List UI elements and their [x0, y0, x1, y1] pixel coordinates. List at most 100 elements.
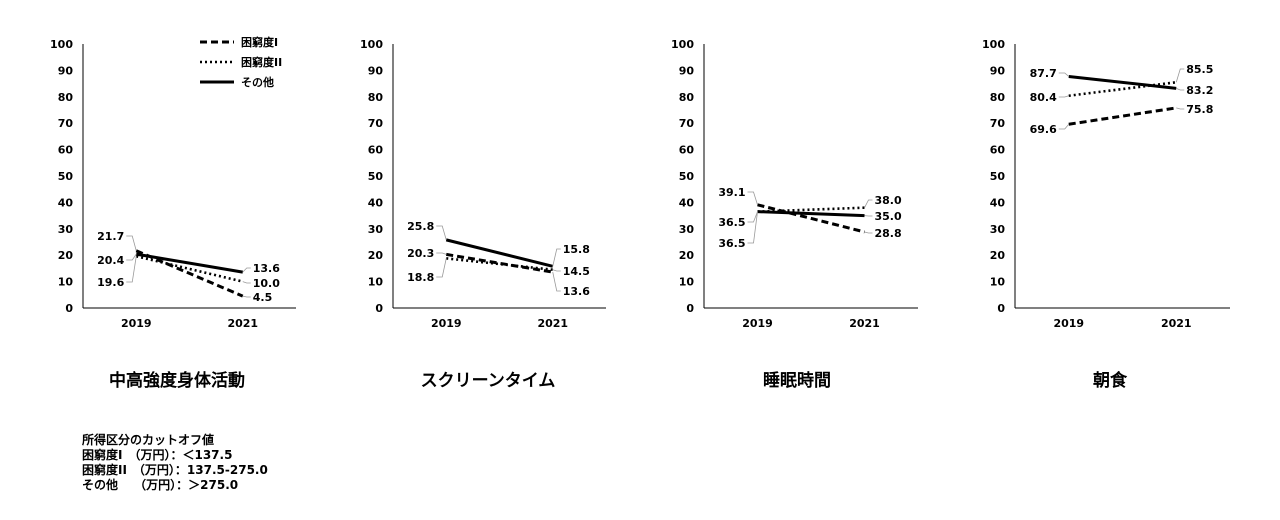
data-label: 20.3 — [407, 247, 434, 260]
y-tick-label: 100 — [982, 38, 1005, 51]
y-tick-label: 100 — [360, 38, 383, 51]
chart-1: 0 10 20 30 40 50 60 70 80 90 100 2019 2021 21.7 19.6 20… — [50, 38, 296, 391]
leader-line — [126, 235, 137, 251]
y-tick-label: 80 — [368, 91, 384, 104]
y-tick-label: 60 — [58, 144, 74, 157]
y-tick-label: 80 — [679, 91, 695, 104]
y-tick-label: 10 — [368, 276, 384, 289]
y-tick-label: 10 — [58, 276, 74, 289]
data-label: 36.5 — [718, 216, 745, 229]
data-label: 15.8 — [563, 243, 590, 256]
y-tick-label: 20 — [990, 249, 1006, 262]
x-tick-label: 2019 — [121, 317, 152, 330]
data-label: 13.6 — [563, 285, 590, 298]
series-line — [446, 252, 553, 274]
legend-label: その他 — [241, 75, 274, 89]
x-tick-label: 2019 — [742, 317, 773, 330]
y-tick-label: 40 — [990, 196, 1006, 209]
leader-line — [436, 258, 447, 278]
series-line — [1068, 74, 1177, 90]
chart-3: 0 10 20 30 40 50 60 70 80 90 100 2019 2021 39.1 36.5 36… — [671, 38, 918, 391]
y-tick-label: 0 — [686, 302, 694, 315]
y-tick-label: 0 — [997, 302, 1005, 315]
note-line-1: 困窮度I （万円）：＜137.5 — [82, 448, 233, 462]
series-line — [136, 252, 243, 274]
series-line — [445, 238, 554, 268]
y-tick-label: 70 — [58, 117, 74, 130]
leader-line — [1058, 123, 1070, 130]
cutoff-note: 所得区分のカットオフ値 困窮度I （万円）：＜137.5 困窮度II （万円）：… — [82, 433, 268, 493]
y-tick-label: 30 — [368, 223, 384, 236]
leader-line — [747, 191, 758, 205]
y-tick-label: 60 — [990, 144, 1006, 157]
chart-title: 朝食 — [1093, 370, 1128, 391]
chart-2: 0 10 20 30 40 50 60 70 80 90 100 2019 2021 20.3 18.8 25… — [360, 38, 606, 391]
leader-line — [864, 231, 873, 234]
y-tick-label: 70 — [679, 117, 695, 130]
y-tick-label: 0 — [65, 302, 73, 315]
y-tick-label: 90 — [368, 64, 384, 77]
y-tick-label: 20 — [368, 249, 384, 262]
y-tick-label: 90 — [990, 64, 1006, 77]
series-line — [1068, 106, 1177, 126]
y-tick-label: 50 — [368, 170, 384, 183]
chart-title: スクリーンタイム — [421, 371, 556, 391]
y-tick-label: 30 — [679, 223, 695, 236]
series-line — [757, 210, 865, 218]
x-tick-label: 2019 — [431, 317, 462, 330]
y-tick-label: 60 — [368, 144, 384, 157]
data-label: 87.7 — [1030, 67, 1057, 80]
y-tick-label: 70 — [368, 117, 384, 130]
leader-line — [436, 252, 447, 255]
leader-line — [242, 295, 251, 298]
data-label: 69.6 — [1030, 123, 1057, 136]
y-tick-label: 20 — [679, 249, 695, 262]
leader-line — [126, 256, 137, 283]
legend: 困窮度I 困窮度II その他 — [200, 35, 282, 89]
leader-line — [242, 267, 251, 273]
series-line — [135, 249, 244, 298]
data-label: 25.8 — [407, 220, 434, 233]
data-label: 21.7 — [97, 230, 124, 243]
leader-line — [552, 248, 561, 267]
legend-label: 困窮度I — [241, 35, 278, 49]
y-tick-label: 50 — [990, 170, 1006, 183]
leader-line — [864, 199, 873, 208]
data-label: 10.0 — [253, 277, 280, 290]
data-label: 75.8 — [1186, 103, 1213, 116]
y-tick-label: 50 — [679, 170, 695, 183]
leader-line — [1176, 107, 1185, 110]
data-label: 18.8 — [407, 271, 434, 284]
y-tick-label: 10 — [679, 276, 695, 289]
y-tick-label: 40 — [58, 196, 74, 209]
data-label: 20.4 — [97, 254, 124, 267]
data-label: 80.4 — [1030, 91, 1057, 104]
data-label: 38.0 — [875, 194, 902, 207]
data-label: 39.1 — [718, 186, 745, 199]
y-tick-label: 30 — [990, 223, 1006, 236]
legend-label: 困窮度II — [241, 55, 282, 69]
data-label: 36.5 — [718, 237, 745, 250]
leader-line — [126, 253, 137, 261]
data-label: 13.6 — [253, 262, 280, 275]
y-tick-label: 90 — [58, 64, 74, 77]
y-tick-label: 30 — [58, 223, 74, 236]
data-label: 35.0 — [875, 210, 902, 223]
leader-line — [1175, 68, 1185, 83]
series-line — [1068, 80, 1177, 98]
note-line-3: その他 （万円）：＞275.0 — [82, 478, 239, 492]
data-label: 19.6 — [97, 276, 124, 289]
y-tick-label: 90 — [679, 64, 695, 77]
leader-line — [1058, 72, 1070, 77]
y-tick-label: 80 — [58, 91, 74, 104]
x-tick-label: 2021 — [1161, 317, 1192, 330]
x-tick-label: 2021 — [849, 317, 880, 330]
chart-title: 中高強度身体活動 — [109, 370, 245, 391]
leader-line — [552, 272, 561, 292]
leader-line — [436, 225, 447, 240]
x-tick-label: 2021 — [537, 317, 568, 330]
y-tick-label: 10 — [990, 276, 1006, 289]
leader-line — [747, 211, 758, 244]
series-line — [757, 203, 865, 234]
